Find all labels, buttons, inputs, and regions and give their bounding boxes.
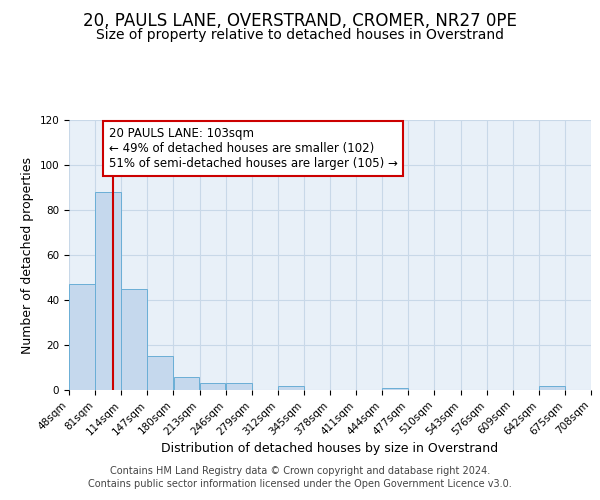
X-axis label: Distribution of detached houses by size in Overstrand: Distribution of detached houses by size … xyxy=(161,442,499,455)
Text: 20 PAULS LANE: 103sqm
← 49% of detached houses are smaller (102)
51% of semi-det: 20 PAULS LANE: 103sqm ← 49% of detached … xyxy=(109,126,397,170)
Bar xyxy=(121,289,147,390)
Bar xyxy=(539,386,565,390)
Text: 20, PAULS LANE, OVERSTRAND, CROMER, NR27 0PE: 20, PAULS LANE, OVERSTRAND, CROMER, NR27… xyxy=(83,12,517,30)
Text: Contains HM Land Registry data © Crown copyright and database right 2024.: Contains HM Land Registry data © Crown c… xyxy=(110,466,490,476)
Bar xyxy=(382,388,408,390)
Bar xyxy=(95,192,121,390)
Bar xyxy=(148,356,173,390)
Bar xyxy=(278,386,304,390)
Bar xyxy=(69,284,95,390)
Text: Contains public sector information licensed under the Open Government Licence v3: Contains public sector information licen… xyxy=(88,479,512,489)
Bar xyxy=(200,383,226,390)
Y-axis label: Number of detached properties: Number of detached properties xyxy=(21,156,34,354)
Bar xyxy=(173,376,199,390)
Bar xyxy=(226,383,251,390)
Text: Size of property relative to detached houses in Overstrand: Size of property relative to detached ho… xyxy=(96,28,504,42)
